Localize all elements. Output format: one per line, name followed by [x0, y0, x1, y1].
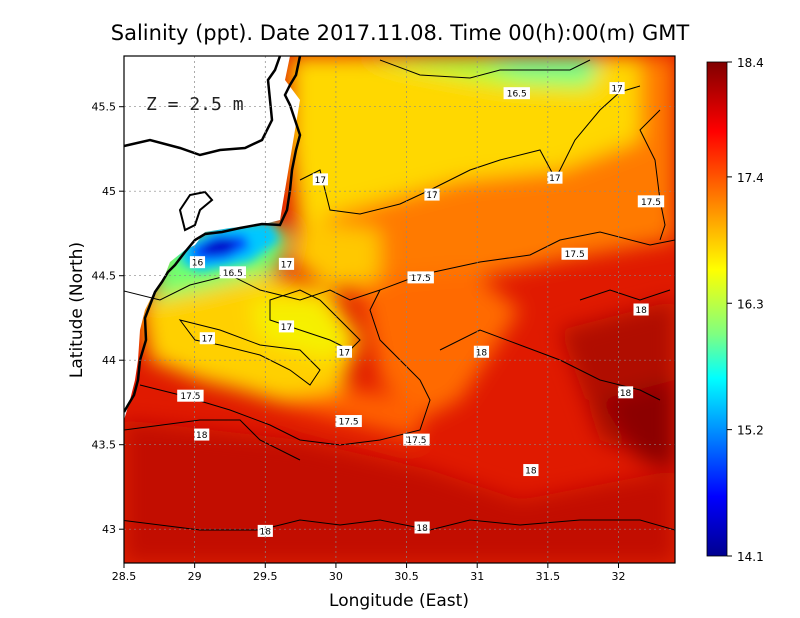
y-tick-label: 43	[102, 523, 116, 536]
contour-label: 17	[281, 260, 292, 270]
contour-label: 17.5	[641, 198, 661, 208]
salinity-field	[124, 56, 675, 563]
contour-label: 17	[315, 176, 326, 186]
y-tick-label: 44.5	[92, 270, 117, 283]
contour-label-box	[547, 171, 563, 184]
contour-label-box	[609, 82, 625, 95]
x-tick-label: 31	[470, 570, 484, 583]
contour-label-box	[403, 433, 430, 446]
contour-label-box	[617, 386, 634, 399]
coastline	[124, 56, 302, 413]
contour-label: 16	[192, 259, 204, 269]
y-tick-label: 45	[102, 185, 116, 198]
contour-label: 17	[426, 191, 437, 201]
colorbar-tick-label: 17.4	[737, 171, 764, 185]
contour-label-box	[503, 87, 530, 100]
contour-label-box	[637, 195, 665, 208]
contour-label: 17.5	[411, 274, 431, 284]
contour-labels: 16.5 17 17 17 17 17.5 17.5 16 16.5 17 17.5 18 17 17 17…	[177, 82, 665, 537]
contour-label-box	[561, 247, 588, 260]
contour-label: 16.5	[507, 90, 527, 100]
contour-label: 17	[281, 323, 292, 333]
colorbar	[706, 61, 728, 557]
x-tick-label: 29.5	[253, 570, 278, 583]
contour-label: 16.5	[223, 269, 243, 279]
contour-label-box	[278, 257, 295, 270]
contour-label-box	[407, 271, 434, 284]
y-tick-label: 45.5	[92, 101, 117, 114]
plot-frame	[123, 55, 676, 564]
contour-label: 17.5	[406, 436, 426, 446]
contour-label-box	[194, 428, 210, 441]
y-tick-label: 44	[102, 354, 116, 367]
contour-label: 17	[611, 85, 622, 95]
x-tick-label: 30	[329, 570, 343, 583]
contour-label: 18	[476, 348, 488, 358]
contour-label-box	[189, 256, 206, 269]
y-tick-label: 43.5	[92, 439, 117, 452]
x-tick-label: 32	[611, 570, 625, 583]
depth-annotation: Z = 2.5 m	[146, 94, 244, 115]
colorbar-tick-label: 14.1	[737, 550, 764, 564]
contour-label-box	[335, 415, 362, 428]
x-tick-label: 30.5	[394, 570, 419, 583]
contour-label-box	[523, 464, 539, 477]
contour-label: 18	[416, 524, 428, 534]
x-axis-label: Longitude (East)	[329, 591, 469, 611]
contour-label: 18	[525, 467, 537, 477]
contour-label: 18	[635, 306, 647, 316]
contour-label-box	[633, 303, 649, 316]
axis-ticks: 28.5 29 29.5 30 30.5 31 31.5 32 43 43.5 44 44.5 45 45…	[92, 101, 626, 583]
colorbar-tick-label: 16.3	[737, 297, 764, 311]
contour-label: 17	[339, 348, 350, 358]
contour-label-box	[473, 345, 490, 358]
land-area	[124, 56, 300, 420]
contour-label: 18	[620, 389, 632, 399]
x-tick-label: 28.5	[112, 570, 137, 583]
x-tick-label: 29	[188, 570, 202, 583]
contour-label-box	[219, 266, 246, 279]
contour-label: 17.5	[565, 250, 585, 260]
colorbar-tick-label: 15.2	[737, 424, 764, 438]
contour-label-box	[199, 332, 215, 345]
colorbar-tick-label: 18.4	[737, 56, 764, 70]
contour-label: 17	[202, 335, 213, 345]
contour-label-box	[414, 521, 430, 534]
colorbar-ticks: 18.4 17.4 16.3 15.2 14.1	[727, 56, 764, 564]
contour-label-box	[312, 173, 328, 186]
contour-label-box	[177, 389, 204, 402]
contour-label: 17.5	[180, 392, 200, 402]
chart-title: Salinity (ppt). Date 2017.11.08. Time 00…	[111, 21, 690, 45]
contour-label: 18	[196, 431, 208, 441]
contour-label-box	[278, 320, 295, 333]
contour-label-box	[336, 345, 352, 358]
x-tick-label: 31.5	[536, 570, 561, 583]
contour-lines	[124, 59, 675, 531]
contour-label-box	[424, 188, 440, 201]
contour-label: 17.5	[339, 418, 359, 428]
contour-label-box	[257, 524, 273, 537]
y-axis-label: Latitude (North)	[67, 242, 87, 378]
contour-label: 17	[549, 174, 560, 184]
grid-lines	[124, 56, 675, 563]
